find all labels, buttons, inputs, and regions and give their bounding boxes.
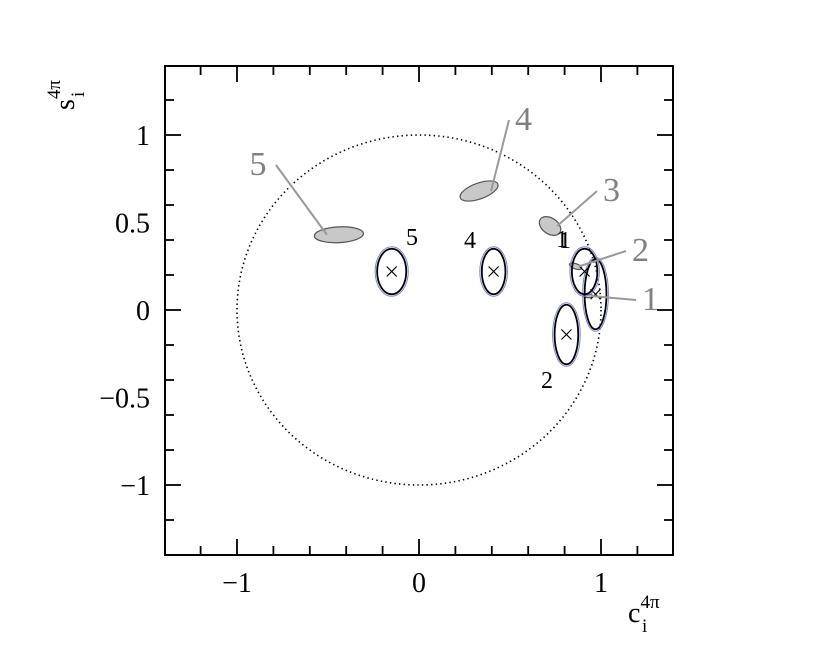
measurement-ellipse-1 [570,247,599,296]
prediction-leader-4 [490,119,510,192]
prediction-leader-3 [556,190,598,227]
prediction-ellipse-3 [538,216,562,236]
axis-ticks-layer [165,66,673,555]
x-tick-label: 0 [412,568,426,599]
y-axis-title-group: s4π i [44,80,89,110]
measurement-ellipse-4 [480,247,507,296]
measurement-center-5 [386,266,398,277]
measurement-ellipses-layer [374,246,609,367]
x-tick-label: −1 [222,568,252,599]
measurement-ellipse-outer-5 [374,246,409,297]
measurement-ellipse-2 [553,303,580,366]
measurement-ellipse-outer-2 [552,302,581,367]
prediction-label-3: 3 [603,172,620,209]
y-tick-label: −0.5 [99,384,150,415]
measurement-ellipse-5 [376,247,408,296]
prediction-label-5: 5 [250,146,267,183]
prediction-leader-5 [275,164,328,236]
measurement-center-2 [560,329,572,340]
y-axis-title-base: s [50,99,81,110]
measurement-center-4 [488,266,500,277]
prediction-ellipse-4 [459,180,499,202]
measurement-center-1 [579,266,591,277]
unit-circle-layer [236,134,602,486]
prediction-leader-2 [579,250,627,268]
measurement-label-5: 5 [406,225,418,251]
prediction-ellipse-5 [313,226,365,244]
measurement-label-4: 4 [464,228,476,254]
prediction-leader-1 [590,295,637,301]
measurement-label-1: 1 [556,227,568,253]
y-tick-label: 0.5 [115,209,150,240]
plot-frame [164,65,674,556]
tick-labels-layer: −1 0 1 −1 −0.5 0 0.5 1 [99,121,608,599]
measurement-label-1: 1 [559,228,571,254]
y-axis-title-sup: 4π [44,80,65,100]
x-axis-title: c4π i [628,592,660,637]
x-axis-title-sup: 4π [640,592,660,613]
x-axis-title-base: c [628,598,640,629]
y-axis-title: s4π i [44,80,89,110]
measurement-ellipse-outer-4 [479,246,508,297]
prediction-label-1: 1 [642,281,659,318]
y-tick-label: 0 [136,296,150,327]
prediction-ellipses-layer [313,180,594,299]
measurement-label-2: 2 [541,368,553,394]
y-tick-label: −1 [120,471,150,502]
unit-circle [236,134,602,486]
prediction-label-2: 2 [632,232,649,269]
x-tick-label: 1 [594,568,608,599]
x-axis-title-sub: i [642,616,647,637]
prediction-label-4: 4 [515,101,532,138]
y-tick-label: 1 [136,121,150,152]
y-axis-title-sub: i [68,92,89,97]
measurement-ellipse-outer-1 [569,246,600,297]
